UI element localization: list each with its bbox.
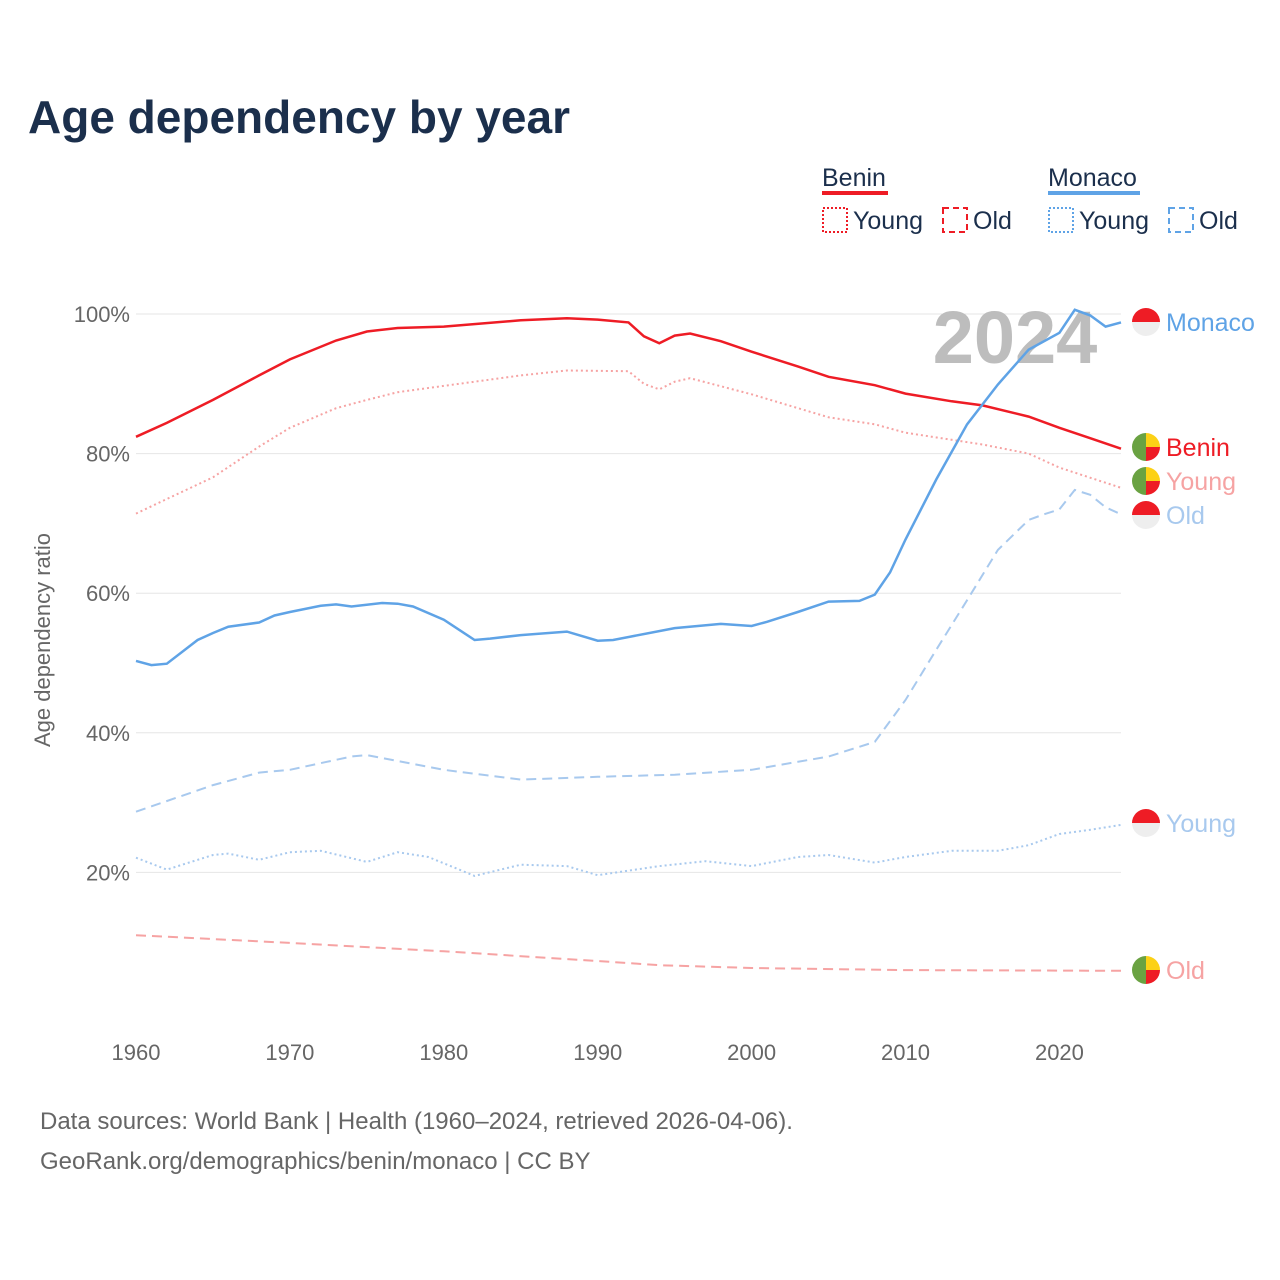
legend-swatch-young: [1048, 207, 1074, 233]
legend-item-label: Young: [853, 207, 923, 235]
end-label: Young: [1166, 810, 1236, 838]
benin-flag-icon: [1146, 433, 1160, 447]
series-line-benin-old: [135, 934, 1122, 972]
legend-item-label: Young: [1079, 207, 1149, 235]
y-tick-label: 100%: [74, 302, 130, 327]
benin-flag-icon: [1146, 956, 1160, 970]
y-tick-label: 60%: [86, 581, 130, 606]
benin-flag-icon: [1146, 481, 1160, 495]
source-line-1: Data sources: World Bank | Health (1960–…: [40, 1108, 793, 1135]
series-line-monaco: [135, 308, 1122, 667]
x-tick-label: 2000: [727, 1040, 776, 1065]
legend-swatch-old: [1168, 207, 1194, 233]
end-label: Monaco: [1166, 309, 1255, 337]
legend-group-line: [1048, 191, 1140, 195]
source-line-2: GeoRank.org/demographics/benin/monaco | …: [40, 1148, 591, 1175]
legend-item-label: Old: [973, 207, 1012, 235]
x-tick-label: 1960: [112, 1040, 161, 1065]
end-label: Old: [1166, 957, 1205, 985]
y-tick-label: 80%: [86, 442, 130, 467]
benin-flag-icon: [1146, 467, 1160, 481]
end-label: Young: [1166, 468, 1236, 496]
benin-flag-icon: [1146, 970, 1160, 984]
legend-group-title: Monaco: [1048, 164, 1137, 192]
benin-flag-icon: [1132, 467, 1146, 495]
monaco-flag-icon: [1132, 823, 1160, 837]
benin-flag-icon: [1146, 447, 1160, 461]
monaco-flag-icon: [1132, 515, 1160, 529]
page-title: Age dependency by year: [28, 91, 570, 143]
x-tick-label: 2010: [881, 1040, 930, 1065]
benin-flag-icon: [1132, 956, 1146, 984]
legend-swatch-old: [942, 207, 968, 233]
monaco-flag-icon: [1132, 809, 1160, 823]
x-tick-label: 1970: [265, 1040, 314, 1065]
end-label: Benin: [1166, 434, 1230, 462]
y-axis-label: Age dependency ratio: [30, 533, 55, 747]
monaco-flag-icon: [1132, 501, 1160, 515]
y-tick-label: 20%: [86, 860, 130, 885]
series-line-monaco-old: [135, 488, 1122, 813]
series-line-benin-young: [135, 369, 1122, 515]
legend-swatch-young: [822, 207, 848, 233]
y-tick-label: 40%: [86, 721, 130, 746]
series-line-benin: [135, 316, 1122, 450]
x-tick-label: 2020: [1035, 1040, 1084, 1065]
legend-group-line: [822, 191, 888, 195]
legend-group-title: Benin: [822, 164, 886, 192]
x-tick-label: 1980: [419, 1040, 468, 1065]
end-label: Old: [1166, 502, 1205, 530]
monaco-flag-icon: [1132, 308, 1160, 322]
benin-flag-icon: [1132, 433, 1146, 461]
series-line-monaco-young: [135, 823, 1122, 877]
x-tick-label: 1990: [573, 1040, 622, 1065]
legend-item-label: Old: [1199, 207, 1238, 235]
monaco-flag-icon: [1132, 322, 1160, 336]
